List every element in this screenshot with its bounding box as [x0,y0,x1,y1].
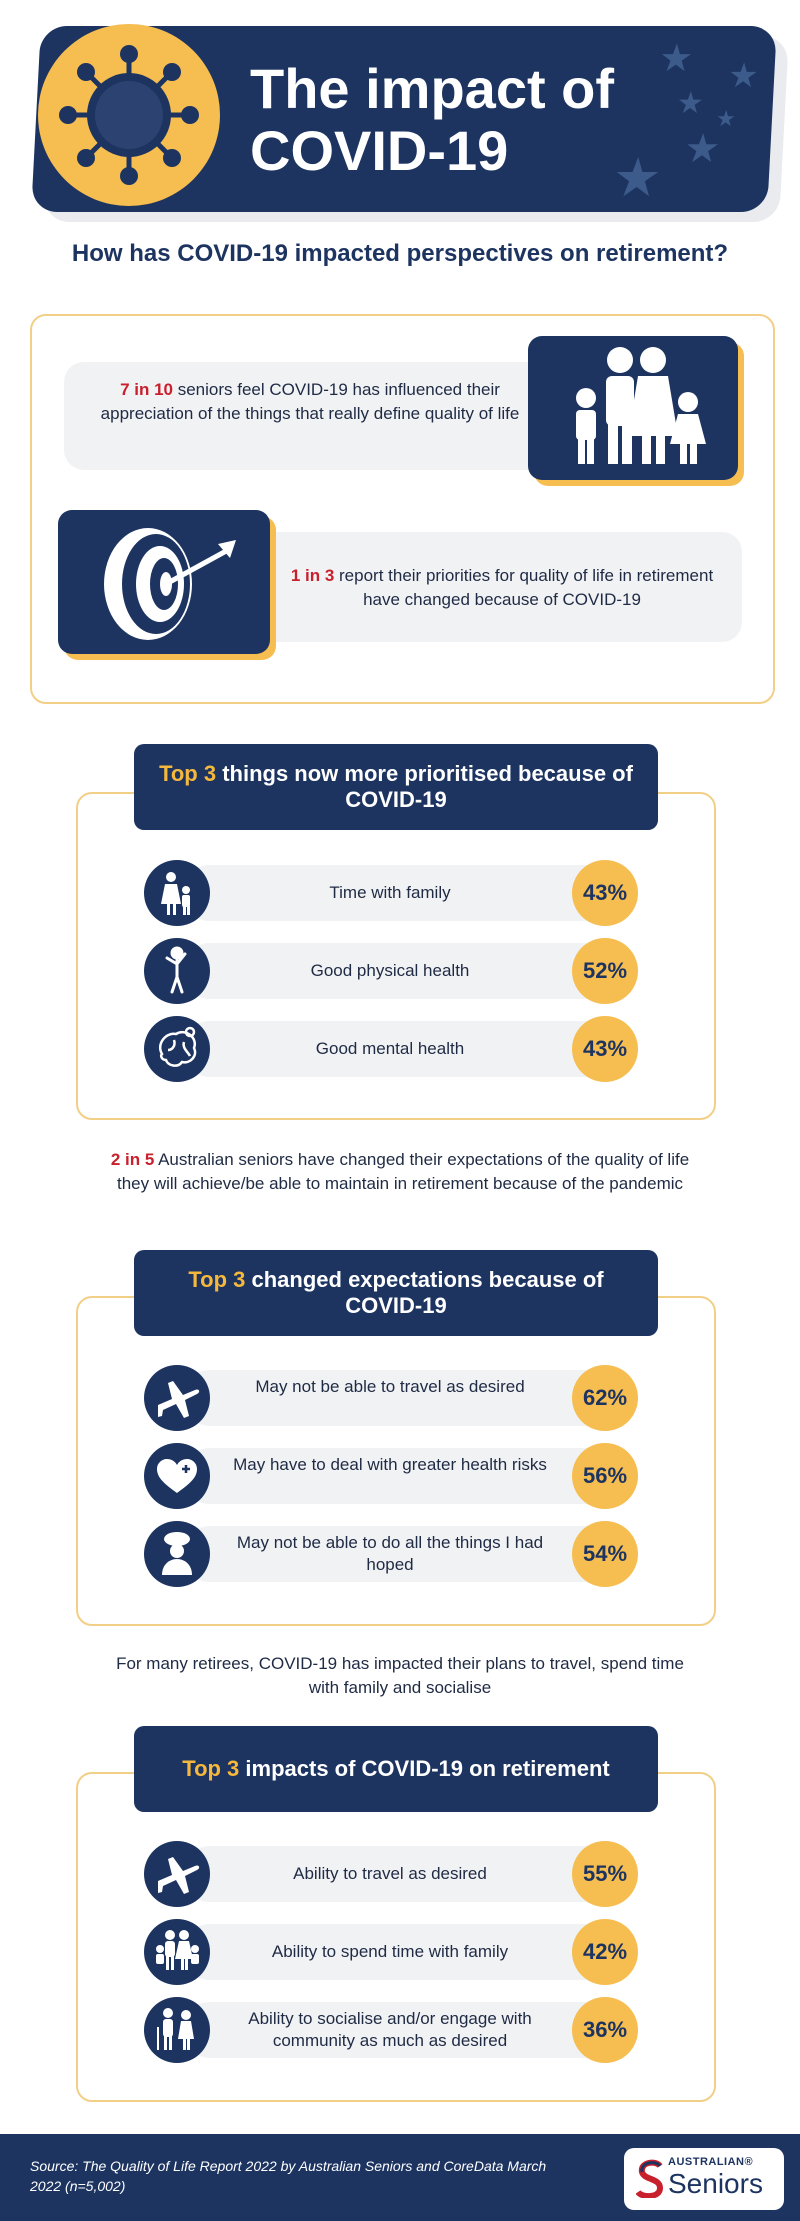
s1-row-value-3: 43% [572,1016,638,1082]
stat-body-1: seniors feel COVID-19 has influenced the… [100,380,520,423]
airplane-icon [144,1365,210,1431]
brand-logo[interactable]: AUSTRALIAN® Seniors [624,2148,784,2210]
stat-body-2: report their priorities for quality of l… [334,566,714,609]
section1-heading: Top 3 things now more prioritised becaus… [134,744,658,830]
s3-row-label-2: Ability to spend time with family [271,1942,509,1961]
family-icon [144,860,210,926]
target-icon [104,528,236,640]
s3-row-pill-3 [182,2002,626,2058]
s1-row-pill-3 [182,1021,626,1077]
s3-row-value-1: 55% [572,1841,638,1907]
section2-heading: Top 3 changed expectations because of CO… [134,1250,658,1336]
stat-highlight-2: 1 in 3 [290,566,335,585]
s1-row-value-1: 43% [572,860,638,926]
family-icon [576,347,706,464]
s1-row-pill-1 [182,865,626,921]
worried-person-icon [144,1521,210,1587]
stretching-person-icon [144,938,210,1004]
section3-heading: Top 3 impacts of COVID-19 on retirement [134,1726,658,1812]
stat-text-1: 7 in 10 seniors feel COVID-19 has influe… [90,378,530,426]
s3-row-pill-2 [182,1924,626,1980]
s3-row-pill-1 [182,1846,626,1902]
s2-row-pill-2 [182,1448,626,1504]
source-note: Source: The Quality of Life Report 2022 … [30,2158,547,2194]
mid-statement-1: 2 in 5 Australian seniors have changed t… [100,1148,700,1196]
brain-icon [144,1016,210,1082]
footer: Source: The Quality of Life Report 2022 … [0,2134,800,2221]
s1-row-value-2: 52% [572,938,638,1004]
s3-row-label-3: Ability to socialise and/or engage with … [248,2009,532,2050]
s2-row-label-3: May not be able to do all the things I h… [236,1533,544,1574]
section2-highlight: Top 3 [188,1267,246,1292]
airplane-icon [144,1841,210,1907]
star-icon: ★ [727,57,760,95]
logo-text-big: Seniors [668,2168,763,2199]
virus-icon [59,45,199,185]
intro-question: How has COVID-19 impacted perspectives o… [71,240,729,267]
mid-statement-2: For many retirees, COVID-19 has impacted… [116,1654,684,1697]
family-group-icon [144,1919,210,1985]
stat-pill-1 [64,362,604,470]
section3-highlight: Top 3 [182,1756,240,1781]
s2-row-label-1: May not be able to travel as desired [255,1377,525,1396]
stat-pill-2 [200,532,742,642]
page-title: The impact of COVID-19 [250,57,615,182]
mid1-highlight: 2 in 5 [110,1150,155,1169]
target-card [58,510,270,654]
s2-row-label-2: May have to deal with greater health ris… [233,1455,547,1474]
logo-text-small: AUSTRALIAN® [668,2156,754,2168]
logo-mark-icon [636,2159,664,2198]
s3-row-value-2: 42% [572,1919,638,1985]
stat-text-2: 1 in 3 report their priorities for quali… [282,564,722,612]
family-card [528,336,738,480]
s3-row-label-1: Ability to travel as desired [293,1864,487,1883]
stats-box [30,314,775,704]
s2-row-pill-3 [182,1526,626,1582]
heart-plus-icon [144,1443,210,1509]
s1-row-label-1: Time with family [329,883,451,902]
s2-row-value-1: 62% [572,1365,638,1431]
section2-title: changed expectations because of COVID-19 [245,1267,604,1318]
elderly-couple-icon [144,1997,210,2063]
section3-title: impacts of COVID-19 on retirement [239,1756,610,1781]
s1-row-pill-2 [182,943,626,999]
s2-row-pill-1 [182,1370,626,1426]
s3-row-value-3: 36% [572,1997,638,2063]
section1-highlight: Top 3 [159,761,217,786]
stat-highlight-1: 7 in 10 [120,380,173,399]
s2-row-value-2: 56% [572,1443,638,1509]
mid1-text: Australian seniors have changed their ex… [116,1150,690,1193]
s2-row-value-3: 54% [572,1521,638,1587]
section1-title: things now more prioritised because of C… [216,761,633,812]
s1-row-label-2: Good physical health [310,961,470,980]
s1-row-label-3: Good mental health [315,1039,465,1058]
virus-badge [38,24,220,206]
